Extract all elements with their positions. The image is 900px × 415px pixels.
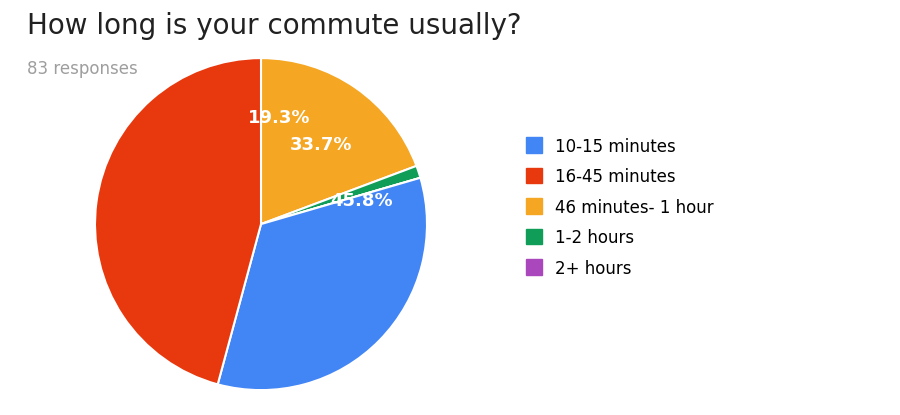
Text: 19.3%: 19.3% <box>248 109 310 127</box>
Text: 45.8%: 45.8% <box>330 192 392 210</box>
Wedge shape <box>261 166 420 224</box>
Wedge shape <box>218 178 427 390</box>
Wedge shape <box>261 58 417 224</box>
Legend: 10-15 minutes, 16-45 minutes, 46 minutes- 1 hour, 1-2 hours, 2+ hours: 10-15 minutes, 16-45 minutes, 46 minutes… <box>521 132 718 283</box>
Wedge shape <box>261 178 420 224</box>
Text: 83 responses: 83 responses <box>27 60 138 78</box>
Wedge shape <box>95 58 261 384</box>
Text: How long is your commute usually?: How long is your commute usually? <box>27 12 522 40</box>
Text: 33.7%: 33.7% <box>290 136 353 154</box>
